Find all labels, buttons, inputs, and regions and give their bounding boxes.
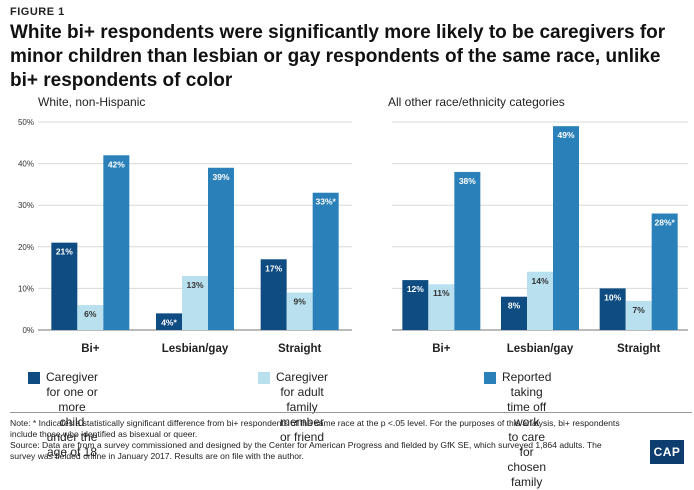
- source-text: Source: Data are from a survey commissio…: [10, 440, 602, 461]
- data-label: 13%: [186, 280, 203, 290]
- data-label: 4%*: [161, 317, 177, 327]
- bar: [553, 126, 579, 330]
- legend-swatch-adult-family: [258, 372, 270, 384]
- panel-title-white: White, non-Hispanic: [38, 95, 146, 109]
- data-label: 10%: [604, 292, 621, 302]
- panel-title-other: All other race/ethnicity categories: [388, 95, 565, 109]
- data-label: 11%: [433, 288, 450, 298]
- y-tick-label: 10%: [18, 284, 34, 293]
- bar: [156, 313, 182, 330]
- bar: [77, 305, 104, 330]
- data-label: 21%: [56, 247, 73, 257]
- data-label: 28%*: [655, 218, 676, 228]
- data-label: 9%: [294, 297, 307, 307]
- bar: [454, 171, 481, 330]
- data-label: 7%: [633, 305, 646, 315]
- bar: [625, 300, 652, 330]
- category-label: Bi+: [432, 343, 451, 355]
- data-label: 42%: [108, 159, 125, 169]
- legend-label-adult-family: Caregiver for adult family member or fri…: [276, 370, 329, 444]
- divider-line: [10, 412, 692, 413]
- chart-title: White bi+ respondents were significantly…: [10, 22, 666, 91]
- y-tick-label: 0%: [22, 326, 34, 335]
- bar: [527, 271, 553, 330]
- cap-logo: CAP: [650, 440, 684, 464]
- note-text: Note: * Indicates a statistically signif…: [10, 418, 620, 439]
- data-label: 12%: [407, 284, 424, 294]
- y-tick-label: 20%: [18, 243, 34, 252]
- bar: [402, 280, 429, 330]
- bar: [312, 192, 339, 330]
- y-tick-label: 40%: [18, 160, 34, 169]
- figure-label: FIGURE 1: [10, 6, 65, 18]
- bar: [51, 242, 78, 330]
- bar: [260, 259, 287, 330]
- data-label: 8%: [508, 301, 521, 311]
- y-tick-label: 50%: [18, 118, 34, 127]
- legend-swatch-chosen-family: [484, 372, 496, 384]
- data-label: 17%: [265, 263, 282, 273]
- bar: [599, 288, 626, 330]
- bar: [286, 292, 313, 330]
- notes: Note: * Indicates a statistically signif…: [10, 418, 620, 462]
- bar: [182, 275, 208, 330]
- bar: [651, 213, 678, 330]
- data-label: 6%: [84, 309, 97, 319]
- legend-swatch-minor-children: [28, 372, 40, 384]
- category-label: Lesbian/gay: [507, 343, 574, 355]
- data-label: 39%: [212, 172, 229, 182]
- data-label: 14%: [531, 276, 548, 286]
- bar: [501, 296, 527, 330]
- data-label: 49%: [557, 130, 574, 140]
- data-label: 38%: [459, 176, 476, 186]
- bar: [208, 167, 234, 330]
- category-label: Bi+: [81, 343, 100, 355]
- bar: [428, 284, 455, 330]
- category-label: Lesbian/gay: [162, 343, 229, 355]
- legend-label-minor-children: Caregiver for one or more child under th…: [46, 370, 99, 459]
- bar: [103, 155, 130, 330]
- bar-chart: 0% 10% 20% 30% 40% 50% 21% 6% 42% Bi+ 4%* 13% 39% Les…: [18, 118, 688, 355]
- data-label: 33%*: [316, 197, 337, 207]
- y-tick-label: 30%: [18, 201, 34, 210]
- category-label: Straight: [278, 343, 322, 355]
- legend: Caregiver for one or more child under th…: [0, 370, 694, 489]
- category-label: Straight: [617, 343, 661, 355]
